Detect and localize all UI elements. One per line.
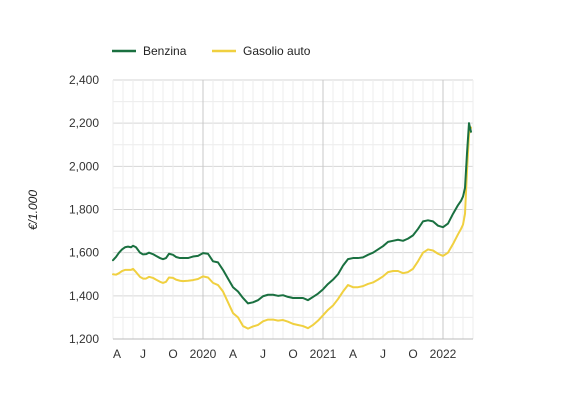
y-tick-label: 2,200 bbox=[69, 116, 99, 130]
y-tick-label: 2,000 bbox=[69, 159, 99, 173]
y-tick-label: 2,400 bbox=[69, 73, 99, 87]
x-tick-label: O bbox=[288, 347, 297, 361]
x-axis-ticks: A J O 2020 A J O 2021 A J O 2022 bbox=[113, 347, 457, 361]
legend: Benzina Gasolio auto bbox=[112, 44, 311, 58]
series-line-benzina bbox=[112, 122, 472, 305]
y-tick-label: 1,200 bbox=[69, 332, 99, 346]
grid bbox=[112, 79, 474, 340]
x-tick-label: J bbox=[140, 347, 146, 361]
legend-label-gasolio: Gasolio auto bbox=[243, 44, 311, 58]
y-axis-ticks: 1,200 1,400 1,600 1,800 2,000 2,200 2,400 bbox=[69, 73, 99, 346]
series-lines bbox=[112, 122, 472, 330]
x-tick-label: J bbox=[380, 347, 386, 361]
y-tick-label: 1,800 bbox=[69, 203, 99, 217]
x-tick-label: O bbox=[408, 347, 417, 361]
x-tick-label: 2020 bbox=[190, 347, 217, 361]
series-line-gasolio bbox=[112, 126, 472, 330]
x-tick-label: J bbox=[260, 347, 266, 361]
x-tick-label: A bbox=[113, 347, 121, 361]
y-tick-label: 1,400 bbox=[69, 289, 99, 303]
x-tick-label: A bbox=[229, 347, 237, 361]
y-tick-label: 1,600 bbox=[69, 246, 99, 260]
legend-label-benzina: Benzina bbox=[143, 44, 187, 58]
x-tick-label: 2021 bbox=[310, 347, 337, 361]
x-tick-label: O bbox=[168, 347, 177, 361]
x-tick-label: 2022 bbox=[430, 347, 457, 361]
x-tick-label: A bbox=[349, 347, 357, 361]
y-axis-label: €/1.000 bbox=[26, 190, 40, 230]
